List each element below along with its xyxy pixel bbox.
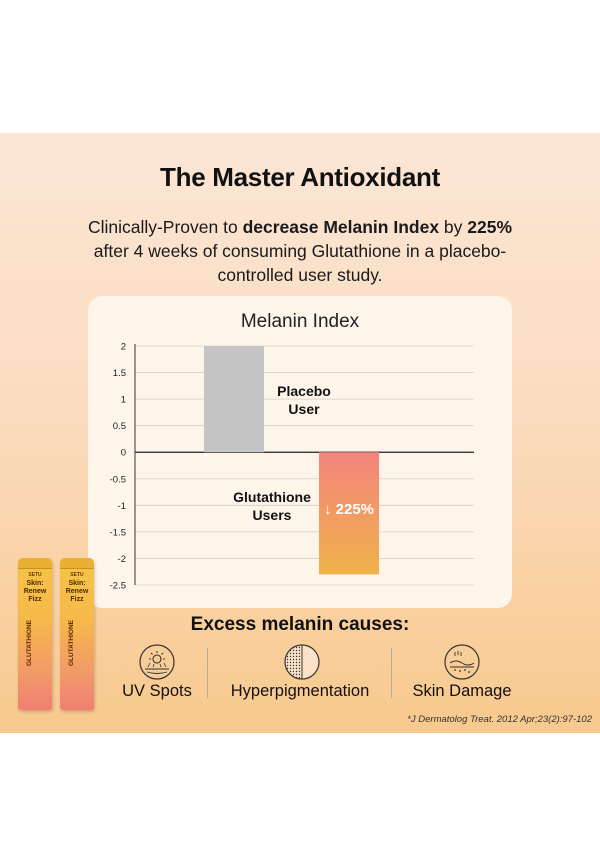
y-tick-label: -0.5 (110, 474, 126, 485)
product-tube-left: SETU Skin: Renew Fizz GLUTATHIONE (18, 558, 52, 710)
y-tick-label: -2.5 (110, 581, 126, 592)
melanin-chart: 2 1.5 1 0.5 0 -0.5 -1 -1.5 -2 -2.5 Placebo User Glut… (110, 342, 474, 592)
tube-name: Skin: Renew Fizz (23, 580, 47, 603)
category-label-placebo: Placebo User (277, 383, 331, 417)
y-tick-label: -2 (118, 554, 126, 565)
y-tick-label: -1.5 (110, 527, 126, 538)
y-tick-label: 2 (121, 342, 126, 353)
divider (207, 648, 208, 698)
tube-cap (18, 558, 52, 569)
damaged-skin-icon (444, 644, 480, 680)
bar-placebo (204, 346, 264, 453)
tube-brand: SETU (28, 572, 42, 578)
decrease-annotation: ↓ 225% (324, 501, 374, 518)
product-tube-right: SETU Skin: Renew Fizz GLUTATHIONE (60, 558, 94, 710)
cause-label-skin-damage: Skin Damage (412, 682, 512, 700)
page-title: The Master Antioxidant (160, 162, 440, 192)
bar-glutathione (319, 452, 379, 575)
category-label-glutathione: Glutathione Users (233, 489, 311, 523)
cause-label-uv-spots: UV Spots (122, 682, 192, 700)
y-tick-label: 0.5 (113, 421, 126, 432)
cause-label-hyperpigmentation: Hyperpigmentation (230, 682, 370, 700)
tube-cap (60, 558, 94, 569)
causes-title: Excess melanin causes: (190, 614, 410, 635)
y-tick-label: -1 (118, 501, 126, 512)
footnote: *J Dermatolog Treat. 2012 Apr;23(2):97-1… (407, 714, 592, 725)
divider (391, 648, 392, 698)
dotted-circle-icon (284, 644, 320, 680)
tube-name: Skin: Renew Fizz (65, 580, 89, 603)
y-tick-label: 1 (121, 395, 126, 406)
sun-skin-icon (139, 644, 175, 680)
subtitle: Clinically-Proven to decrease Melanin In… (87, 217, 513, 285)
tube-brand: SETU (70, 572, 84, 578)
y-tick-label: 0 (121, 448, 126, 459)
y-tick-label: 1.5 (113, 368, 126, 379)
chart-title: Melanin Index (240, 311, 360, 332)
